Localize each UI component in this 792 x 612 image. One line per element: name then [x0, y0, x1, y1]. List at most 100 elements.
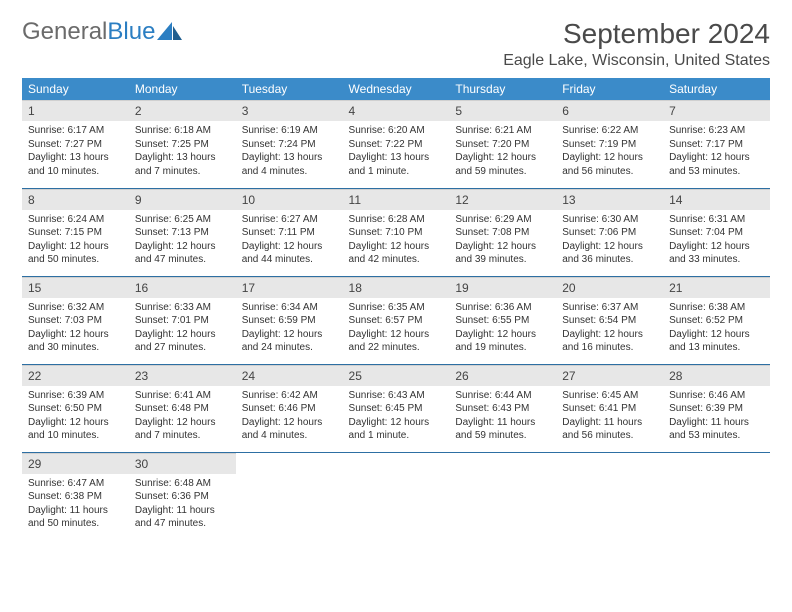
calendar-day-cell: 8Sunrise: 6:24 AMSunset: 7:15 PMDaylight… — [22, 188, 129, 276]
sunset-text: Sunset: 6:54 PM — [562, 314, 657, 328]
day-details: Sunrise: 6:36 AMSunset: 6:55 PMDaylight:… — [449, 298, 556, 361]
day-details: Sunrise: 6:41 AMSunset: 6:48 PMDaylight:… — [129, 386, 236, 449]
daylight-text: Daylight: 12 hours and 50 minutes. — [28, 240, 123, 267]
daylight-text: Daylight: 11 hours and 53 minutes. — [669, 416, 764, 443]
sunset-text: Sunset: 7:13 PM — [135, 226, 230, 240]
day-details: Sunrise: 6:30 AMSunset: 7:06 PMDaylight:… — [556, 210, 663, 273]
sunrise-text: Sunrise: 6:25 AM — [135, 213, 230, 227]
calendar-day-cell: 4Sunrise: 6:20 AMSunset: 7:22 PMDaylight… — [343, 100, 450, 188]
calendar-day-cell: .. — [449, 452, 556, 540]
calendar-week-row: 8Sunrise: 6:24 AMSunset: 7:15 PMDaylight… — [22, 188, 770, 276]
day-number: 29 — [22, 453, 129, 474]
calendar-day-cell: 17Sunrise: 6:34 AMSunset: 6:59 PMDayligh… — [236, 276, 343, 364]
daylight-text: Daylight: 12 hours and 10 minutes. — [28, 416, 123, 443]
sunrise-text: Sunrise: 6:27 AM — [242, 213, 337, 227]
sunset-text: Sunset: 7:04 PM — [669, 226, 764, 240]
day-number: 12 — [449, 189, 556, 210]
daylight-text: Daylight: 12 hours and 4 minutes. — [242, 416, 337, 443]
day-number: 11 — [343, 189, 450, 210]
sunrise-text: Sunrise: 6:21 AM — [455, 124, 550, 138]
day-number: 23 — [129, 365, 236, 386]
sunset-text: Sunset: 6:45 PM — [349, 402, 444, 416]
day-details: Sunrise: 6:28 AMSunset: 7:10 PMDaylight:… — [343, 210, 450, 273]
day-number: 27 — [556, 365, 663, 386]
sunrise-text: Sunrise: 6:46 AM — [669, 389, 764, 403]
day-details: Sunrise: 6:46 AMSunset: 6:39 PMDaylight:… — [663, 386, 770, 449]
sunrise-text: Sunrise: 6:19 AM — [242, 124, 337, 138]
sunrise-text: Sunrise: 6:34 AM — [242, 301, 337, 315]
weekday-header: Tuesday — [236, 78, 343, 100]
calendar-day-cell: 13Sunrise: 6:30 AMSunset: 7:06 PMDayligh… — [556, 188, 663, 276]
day-number: 9 — [129, 189, 236, 210]
weekday-header: Sunday — [22, 78, 129, 100]
brand-word1: General — [22, 18, 107, 46]
calendar-day-cell: .. — [556, 452, 663, 540]
day-details: Sunrise: 6:20 AMSunset: 7:22 PMDaylight:… — [343, 121, 450, 184]
day-number: 8 — [22, 189, 129, 210]
day-number: 13 — [556, 189, 663, 210]
day-number: 19 — [449, 277, 556, 298]
day-details: Sunrise: 6:44 AMSunset: 6:43 PMDaylight:… — [449, 386, 556, 449]
day-details: Sunrise: 6:32 AMSunset: 7:03 PMDaylight:… — [22, 298, 129, 361]
day-number: 24 — [236, 365, 343, 386]
day-details: Sunrise: 6:21 AMSunset: 7:20 PMDaylight:… — [449, 121, 556, 184]
sunset-text: Sunset: 6:46 PM — [242, 402, 337, 416]
day-details: Sunrise: 6:31 AMSunset: 7:04 PMDaylight:… — [663, 210, 770, 273]
sunset-text: Sunset: 7:10 PM — [349, 226, 444, 240]
sunrise-text: Sunrise: 6:35 AM — [349, 301, 444, 315]
day-number: 30 — [129, 453, 236, 474]
sunset-text: Sunset: 7:08 PM — [455, 226, 550, 240]
sunrise-text: Sunrise: 6:23 AM — [669, 124, 764, 138]
day-number: 21 — [663, 277, 770, 298]
daylight-text: Daylight: 12 hours and 56 minutes. — [562, 151, 657, 178]
daylight-text: Daylight: 12 hours and 39 minutes. — [455, 240, 550, 267]
weekday-header: Friday — [556, 78, 663, 100]
sunset-text: Sunset: 6:59 PM — [242, 314, 337, 328]
sunset-text: Sunset: 6:52 PM — [669, 314, 764, 328]
day-details: Sunrise: 6:27 AMSunset: 7:11 PMDaylight:… — [236, 210, 343, 273]
calendar-table: Sunday Monday Tuesday Wednesday Thursday… — [22, 78, 770, 540]
day-number: 25 — [343, 365, 450, 386]
sunset-text: Sunset: 7:27 PM — [28, 138, 123, 152]
calendar-day-cell: 29Sunrise: 6:47 AMSunset: 6:38 PMDayligh… — [22, 452, 129, 540]
daylight-text: Daylight: 12 hours and 24 minutes. — [242, 328, 337, 355]
day-details: Sunrise: 6:39 AMSunset: 6:50 PMDaylight:… — [22, 386, 129, 449]
weekday-header: Saturday — [663, 78, 770, 100]
day-number: 18 — [343, 277, 450, 298]
daylight-text: Daylight: 11 hours and 50 minutes. — [28, 504, 123, 531]
day-details: Sunrise: 6:48 AMSunset: 6:36 PMDaylight:… — [129, 474, 236, 537]
calendar-week-row: 15Sunrise: 6:32 AMSunset: 7:03 PMDayligh… — [22, 276, 770, 364]
daylight-text: Daylight: 12 hours and 22 minutes. — [349, 328, 444, 355]
day-details: Sunrise: 6:18 AMSunset: 7:25 PMDaylight:… — [129, 121, 236, 184]
calendar-day-cell: 27Sunrise: 6:45 AMSunset: 6:41 PMDayligh… — [556, 364, 663, 452]
day-details: Sunrise: 6:35 AMSunset: 6:57 PMDaylight:… — [343, 298, 450, 361]
sail-icon — [157, 22, 183, 42]
day-number: 10 — [236, 189, 343, 210]
sunset-text: Sunset: 7:19 PM — [562, 138, 657, 152]
sunrise-text: Sunrise: 6:43 AM — [349, 389, 444, 403]
calendar-day-cell: .. — [343, 452, 450, 540]
sunset-text: Sunset: 7:06 PM — [562, 226, 657, 240]
calendar-day-cell: .. — [236, 452, 343, 540]
sunset-text: Sunset: 7:24 PM — [242, 138, 337, 152]
sunrise-text: Sunrise: 6:29 AM — [455, 213, 550, 227]
sunrise-text: Sunrise: 6:38 AM — [669, 301, 764, 315]
sunrise-text: Sunrise: 6:30 AM — [562, 213, 657, 227]
sunset-text: Sunset: 6:48 PM — [135, 402, 230, 416]
calendar-day-cell: 5Sunrise: 6:21 AMSunset: 7:20 PMDaylight… — [449, 100, 556, 188]
day-number: 4 — [343, 100, 450, 121]
sunrise-text: Sunrise: 6:20 AM — [349, 124, 444, 138]
calendar-day-cell: 24Sunrise: 6:42 AMSunset: 6:46 PMDayligh… — [236, 364, 343, 452]
calendar-day-cell: 3Sunrise: 6:19 AMSunset: 7:24 PMDaylight… — [236, 100, 343, 188]
day-number: 15 — [22, 277, 129, 298]
day-number: 3 — [236, 100, 343, 121]
sunrise-text: Sunrise: 6:37 AM — [562, 301, 657, 315]
brand-word2: Blue — [107, 18, 155, 46]
sunrise-text: Sunrise: 6:45 AM — [562, 389, 657, 403]
calendar-day-cell: 26Sunrise: 6:44 AMSunset: 6:43 PMDayligh… — [449, 364, 556, 452]
day-details: Sunrise: 6:33 AMSunset: 7:01 PMDaylight:… — [129, 298, 236, 361]
brand-logo: GeneralBlue — [22, 18, 183, 46]
day-details: Sunrise: 6:38 AMSunset: 6:52 PMDaylight:… — [663, 298, 770, 361]
sunrise-text: Sunrise: 6:36 AM — [455, 301, 550, 315]
daylight-text: Daylight: 12 hours and 42 minutes. — [349, 240, 444, 267]
